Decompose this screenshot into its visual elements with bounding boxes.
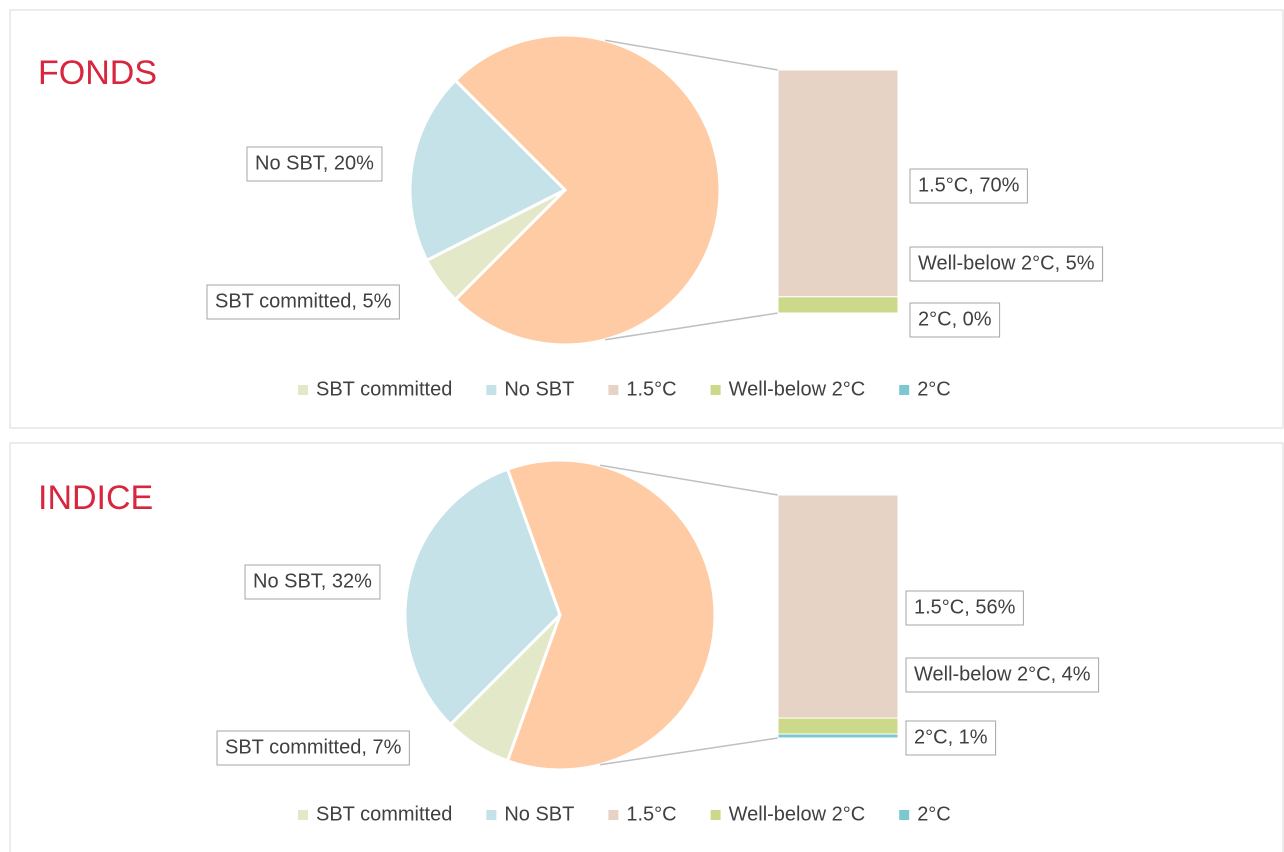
data-label: 1.5°C, 56% (914, 596, 1016, 618)
legend-swatch (899, 810, 910, 820)
legend-swatch (298, 810, 308, 820)
connector (605, 312, 779, 341)
legend-swatch (486, 385, 497, 395)
data-label: SBT committed, 5% (215, 290, 392, 312)
pie-slice (403, 467, 562, 727)
label-box (244, 564, 381, 600)
legend-label: 2°C (917, 378, 951, 400)
label-box (909, 302, 1001, 338)
bar-segment (777, 733, 899, 739)
legend-swatch (710, 385, 721, 395)
label-box (909, 246, 1104, 282)
data-label: No SBT, 20% (255, 152, 374, 174)
data-label: Well-below 2°C, 4% (914, 663, 1091, 685)
label-box (909, 168, 1028, 204)
data-label: SBT committed, 7% (225, 736, 402, 758)
legend-label: 2°C (917, 803, 951, 825)
legend-label: SBT committed (316, 803, 452, 825)
bar-segment (777, 296, 899, 314)
legend-label: Well-below 2°C (729, 378, 866, 400)
legend-label: No SBT (504, 378, 574, 400)
pie-slice (424, 188, 567, 302)
legend-swatch (298, 385, 308, 395)
chart-title: FONDS (38, 54, 157, 92)
label-box (905, 657, 1100, 693)
panel (9, 442, 1284, 852)
legend-swatch (899, 385, 910, 395)
data-label: 2°C, 1% (914, 726, 988, 748)
label-box (905, 590, 1024, 626)
pie-slice (408, 78, 568, 263)
pie-slice (453, 33, 722, 347)
data-label: 2°C, 0% (918, 308, 992, 330)
legend-swatch (608, 810, 619, 820)
legend-swatch (486, 810, 497, 820)
bar-segment (777, 69, 899, 298)
data-label: No SBT, 32% (253, 570, 372, 592)
connector (599, 464, 779, 496)
bar-segment (777, 494, 899, 719)
label-box (206, 284, 400, 320)
connector (600, 737, 779, 766)
label-box (905, 720, 997, 756)
data-label: Well-below 2°C, 5% (918, 252, 1095, 274)
legend-swatch (608, 385, 619, 395)
legend-label: 1.5°C (626, 378, 676, 400)
legend-label: No SBT (504, 803, 574, 825)
panel (9, 9, 1284, 429)
chart-title: INDICE (38, 479, 153, 517)
data-label: 1.5°C, 70% (918, 174, 1020, 196)
label-box (216, 730, 410, 766)
legend-label: 1.5°C (626, 803, 676, 825)
legend-swatch (710, 810, 721, 820)
bar-segment (777, 717, 899, 735)
legend-label: SBT committed (316, 378, 452, 400)
legend-label: Well-below 2°C (729, 803, 866, 825)
connector (604, 39, 779, 71)
pie-slice (448, 613, 562, 763)
pie-slice (505, 458, 717, 772)
label-box (246, 146, 383, 182)
